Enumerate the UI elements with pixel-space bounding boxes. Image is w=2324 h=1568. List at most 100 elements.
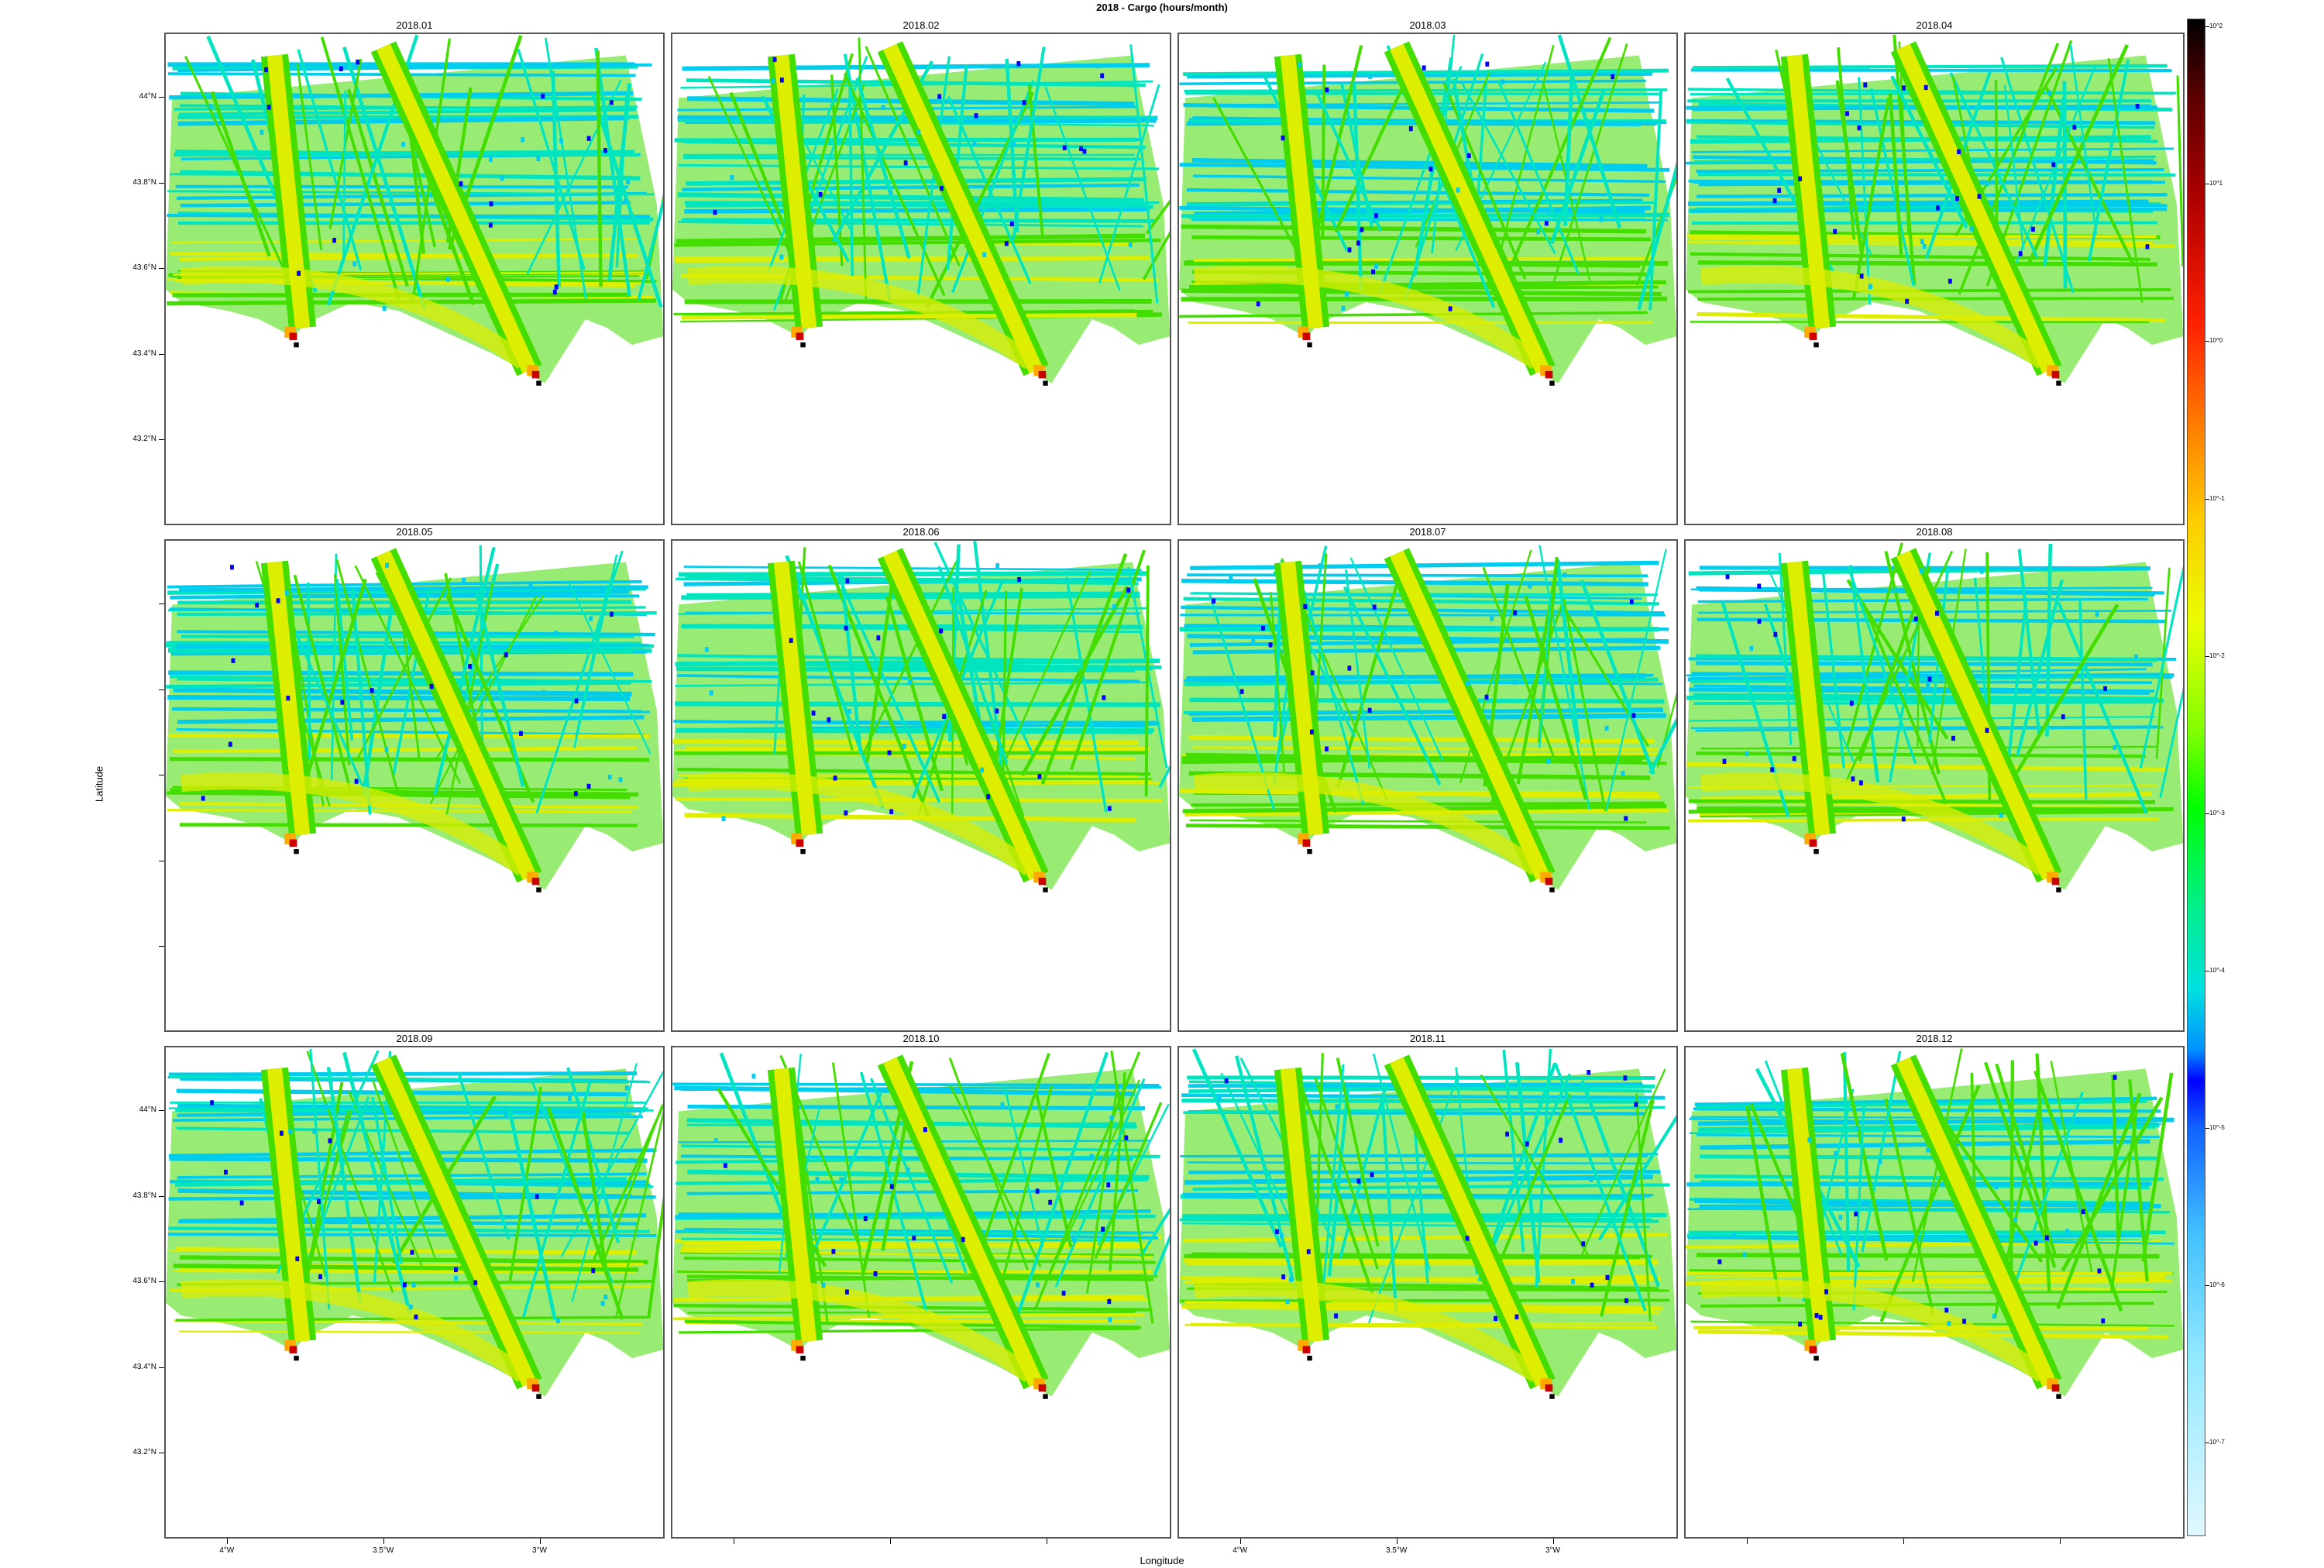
ship-track [1936,1110,2044,1264]
ship-track [1015,1051,1109,1318]
ship-track [326,1067,363,1304]
outlier-cell [1422,65,1426,70]
ship-track [1487,1093,1572,1291]
outlier-cell [603,1294,608,1300]
colorbar-tick-mark [2205,813,2209,814]
port-hotspot [2051,370,2060,379]
outlier-cell [1325,87,1329,93]
colorbar-tick-mark [2205,1285,2209,1287]
outlier-cell [939,628,944,634]
outlier-cell [1251,637,1256,642]
ship-track [2011,1092,2084,1291]
outlier-cell [260,129,264,135]
shipping-lane [678,221,1143,228]
port-hotspot [2056,1394,2061,1399]
outlier-cell [1624,1298,1628,1304]
outlier-cell [1303,603,1308,610]
shipping-lane [1185,752,1643,764]
ship-track [1480,1074,1590,1257]
ship-track [2078,597,2088,800]
shipping-lane [1184,1300,1663,1311]
shipping-lane [179,823,638,827]
outlier-cell [1235,1194,1239,1199]
port-hotspot [1302,332,1311,340]
heatmap-panel [1684,33,2185,525]
outlier-cell [339,66,343,72]
shipping-lane [686,1189,1139,1195]
outlier-cell [730,175,734,181]
port-hotspot [294,849,299,854]
outlier-cell [2061,714,2065,720]
port-hotspot [294,342,299,348]
ship-track [1879,1085,1981,1322]
shipping-lane [676,233,1146,244]
colorbar-tick-label: 10^-3 [2209,809,2225,817]
shipping-lane [677,192,1144,203]
colorbar-tick-mark [2205,655,2209,657]
approach-band [1194,772,1542,876]
outlier-cell [1466,680,1470,686]
outlier-cell [266,105,271,110]
heatmap-panel [1177,1046,1678,1539]
shipping-lane [674,238,1161,247]
colorbar-tick-label: 10^-5 [2209,1123,2225,1131]
heatmap-svg [1179,1048,1676,1399]
outlier-cell [1919,569,1923,574]
outlier-cell [908,679,912,686]
main-corridor-core [1390,550,1550,881]
outlier-cell [1863,82,1868,88]
panel-title: 2018.08 [1916,526,1953,538]
ship-track [1890,75,1968,229]
ship-track [1139,1207,1170,1257]
outlier-cell [974,113,978,119]
ship-track [1005,58,1019,232]
colorbar-tick-label: 10^-1 [2209,494,2225,502]
outlier-cell [1913,616,1918,622]
outlier-cell [535,1194,539,1199]
outlier-cell [629,1157,633,1164]
outlier-cell [1571,1278,1575,1284]
outlier-cell [230,565,234,570]
ship-track [2015,603,2119,773]
ship-track [306,1050,394,1294]
shipping-lane [681,312,1137,320]
shipping-lane [1697,192,2168,198]
outlier-cell [568,1095,572,1102]
ship-track [1349,557,1444,762]
outlier-cell [1525,1141,1529,1147]
ship-track [1995,1063,2057,1256]
ship-track [593,1102,663,1260]
outlier-cell [1814,1312,1819,1319]
ship-track [1040,553,1128,785]
outlier-cell [1717,1259,1722,1264]
outlier-cell [224,1169,228,1175]
ship-track [535,550,624,813]
ship-track [1604,548,1667,812]
shipping-lane [1700,1154,2158,1161]
ship-track [830,74,844,266]
ship-track [1144,566,1150,797]
port-hotspot [531,877,540,885]
shipping-lane [683,139,1146,150]
ship-track [991,587,1023,783]
outlier-cell [1037,774,1042,779]
outlier-cell [1501,79,1505,84]
heatmap-svg [1686,542,2183,892]
shipping-lane [683,566,1142,572]
colorbar-tick-mark [2205,498,2209,500]
outlier-cell [332,237,336,243]
outlier-cell [600,1301,605,1306]
heatmap-svg [166,1049,663,1399]
outlier-cell [1773,631,1778,638]
outlier-cell [210,1100,214,1106]
outlier-cell [856,116,861,122]
y-tick-label: 44°N [139,1105,156,1114]
outlier-cell [317,1198,321,1205]
ship-track [1983,1061,2057,1268]
outlier-cell [1309,729,1314,735]
heatmap-panel [164,33,665,525]
shipping-lane [677,674,1140,683]
ship-track [2045,543,2053,737]
outlier-cell [1936,205,1940,211]
ship-track [333,573,351,765]
